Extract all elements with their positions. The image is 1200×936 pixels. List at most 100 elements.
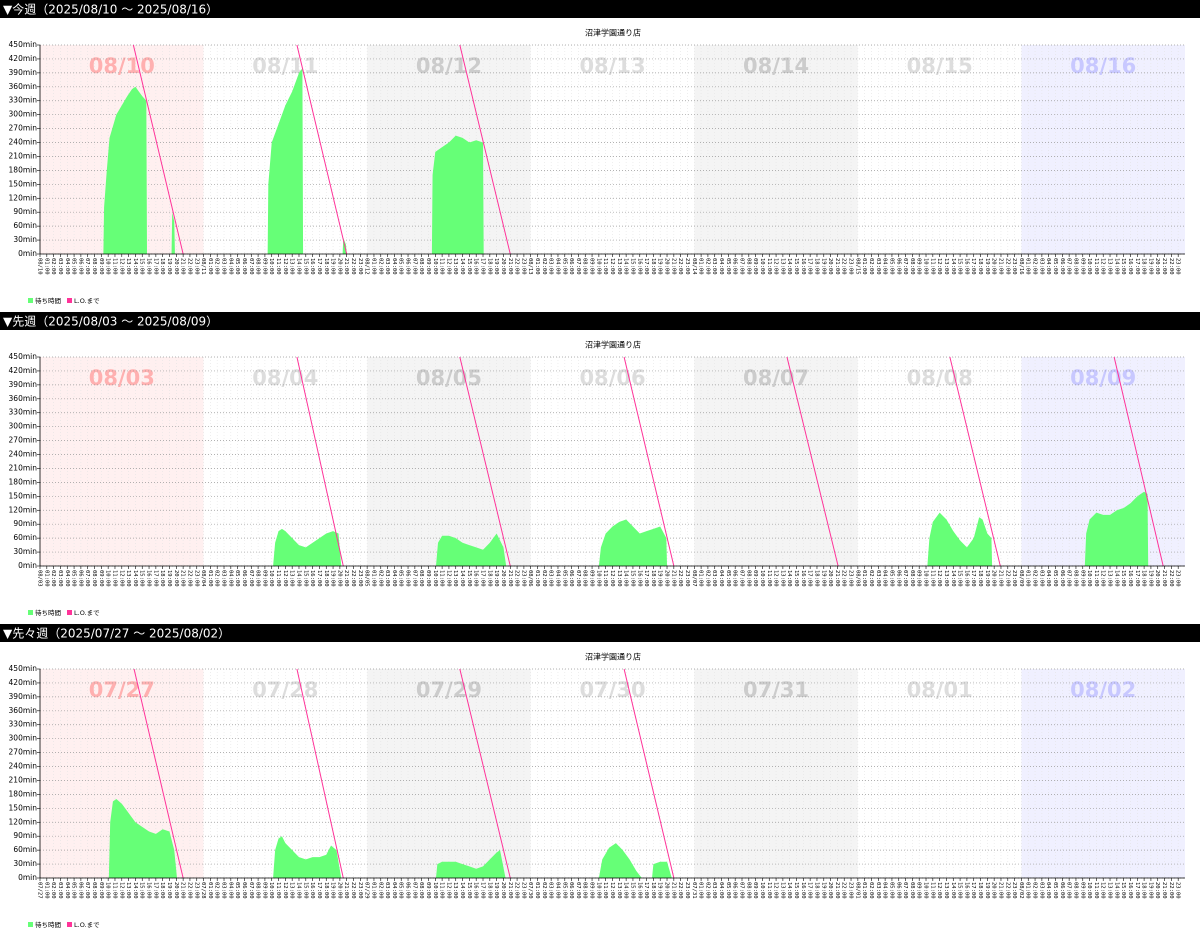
x-tick-label: 15:00: [302, 882, 308, 899]
x-tick-label: 19:00: [493, 882, 499, 899]
section-header: [0, 624, 1200, 642]
x-tick-label: 19:00: [1147, 882, 1153, 899]
x-tick-label: 01:00: [43, 882, 49, 899]
x-tick-label: 07:00: [738, 570, 744, 587]
section-header: [0, 312, 1200, 330]
day-label: 07/30: [579, 678, 645, 702]
x-tick-label: 15:00: [139, 882, 145, 899]
x-tick-label: 15:00: [139, 258, 145, 275]
x-tick-label: 01:00: [698, 258, 704, 275]
y-tick-label: 270min: [9, 748, 38, 757]
x-tick-label: 12:00: [118, 570, 124, 587]
x-tick-label: 02:00: [50, 258, 56, 275]
x-tick-label: 16:00: [309, 258, 315, 275]
x-tick-label: 07/27: [37, 882, 43, 899]
x-tick-label: 11:00: [766, 258, 772, 275]
x-tick-label: 04:00: [882, 570, 888, 587]
chart-title: 沼津学園通り店: [585, 340, 641, 350]
x-tick-label: 20:00: [336, 882, 342, 899]
x-tick-label: 05:00: [234, 882, 240, 899]
x-tick-label: 08:00: [582, 882, 588, 899]
legend-label: L.O.まで: [74, 297, 100, 305]
x-tick-label: 07:00: [575, 258, 581, 275]
x-tick-label: 22:00: [186, 258, 192, 275]
y-tick-label: 330min: [9, 96, 38, 105]
x-tick-label: 01:00: [1025, 570, 1031, 587]
x-tick-label: 02:00: [377, 258, 383, 275]
x-tick-label: 08/09: [1018, 570, 1024, 587]
x-tick-label: 12:00: [118, 258, 124, 275]
x-tick-label: 22:00: [350, 882, 356, 899]
x-tick-label: 06:00: [77, 570, 83, 587]
x-tick-label: 09:00: [261, 258, 267, 275]
x-tick-label: 10:00: [595, 570, 601, 587]
x-tick-label: 12:00: [445, 258, 451, 275]
y-tick-label: 270min: [9, 436, 38, 445]
x-tick-label: 12:00: [118, 882, 124, 899]
x-tick-label: 21:00: [1161, 258, 1167, 275]
x-tick-label: 21:00: [670, 258, 676, 275]
x-tick-label: 05:00: [888, 882, 894, 899]
x-tick-label: 07:00: [84, 570, 90, 587]
x-tick-label: 19:00: [657, 570, 663, 587]
x-tick-label: 06:00: [405, 882, 411, 899]
x-tick-label: 19:00: [166, 258, 172, 275]
x-tick-label: 08:00: [255, 882, 261, 899]
x-tick-label: 05:00: [71, 570, 77, 587]
x-tick-label: 02:00: [541, 882, 547, 899]
x-tick-label: 01:00: [207, 882, 213, 899]
x-tick-label: 09:00: [752, 882, 758, 899]
x-tick-label: 09:00: [425, 258, 431, 275]
x-tick-label: 13:00: [943, 882, 949, 899]
x-tick-label: 19:00: [984, 570, 990, 587]
x-tick-label: 17:00: [316, 258, 322, 275]
x-tick-label: 10:00: [923, 570, 929, 587]
x-tick-label: 12:00: [773, 570, 779, 587]
y-tick-label: 0min: [18, 561, 37, 570]
y-tick-label: 300min: [9, 110, 38, 119]
y-tick-label: 90min: [13, 831, 37, 840]
x-tick-label: 12:00: [936, 570, 942, 587]
x-tick-label: 15:00: [302, 570, 308, 587]
x-tick-label: 09:00: [425, 570, 431, 587]
x-tick-label: 14:00: [950, 570, 956, 587]
x-tick-label: 13:00: [289, 882, 295, 899]
x-tick-label: 13:00: [779, 882, 785, 899]
x-tick-label: 18:00: [1141, 258, 1147, 275]
x-tick-label: 02:00: [704, 570, 710, 587]
chart-title: 沼津学園通り店: [585, 28, 641, 38]
x-tick-label: 04:00: [1045, 570, 1051, 587]
x-tick-label: 17:00: [480, 570, 486, 587]
x-tick-label: 11:00: [929, 570, 935, 587]
x-tick-label: 16:00: [1127, 258, 1133, 275]
x-tick-label: 02:00: [868, 882, 874, 899]
x-tick-label: 06:00: [241, 570, 247, 587]
day-label: 08/11: [252, 54, 318, 78]
x-tick-label: 16:00: [963, 882, 969, 899]
x-tick-label: 01:00: [534, 882, 540, 899]
x-tick-label: 18:00: [486, 882, 492, 899]
day-label: 08/09: [1070, 366, 1136, 390]
x-tick-label: 01:00: [43, 258, 49, 275]
x-tick-label: 23:00: [1011, 570, 1017, 587]
x-tick-label: 12:00: [282, 570, 288, 587]
x-tick-label: 21:00: [180, 882, 186, 899]
x-tick-label: 19:00: [820, 570, 826, 587]
x-tick-label: 20:00: [336, 570, 342, 587]
x-tick-label: 13:00: [616, 882, 622, 899]
x-tick-label: 18:00: [977, 258, 983, 275]
x-tick-label: 12:00: [282, 258, 288, 275]
x-tick-label: 08:00: [1072, 258, 1078, 275]
x-tick-label: 18:00: [159, 258, 165, 275]
y-tick-label: 390min: [9, 692, 38, 701]
x-tick-label: 19:00: [1147, 570, 1153, 587]
y-tick-label: 180min: [9, 165, 38, 174]
x-tick-label: 05:00: [1052, 258, 1058, 275]
x-tick-label: 08/08: [854, 570, 860, 587]
section-heading: ▼先々週（2025/07/27 ～ 2025/08/02）: [3, 627, 230, 641]
x-tick-label: 02:00: [868, 258, 874, 275]
y-tick-label: 210min: [9, 463, 38, 472]
x-tick-label: 03:00: [384, 882, 390, 899]
x-tick-label: 23:00: [520, 570, 526, 587]
x-tick-label: 04:00: [882, 258, 888, 275]
